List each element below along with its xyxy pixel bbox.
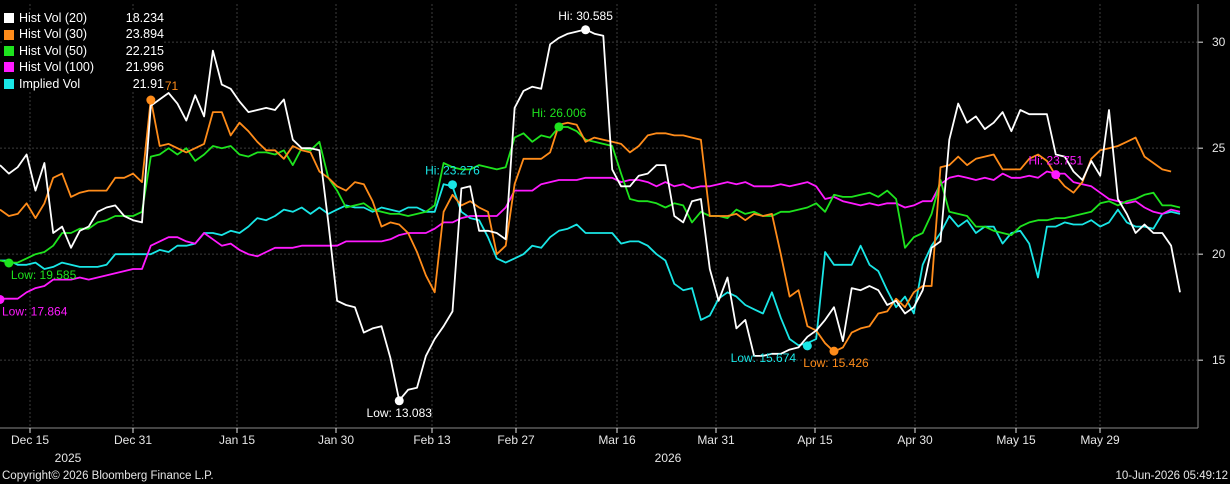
annotation-label: Low: 17.864	[2, 304, 68, 318]
legend-swatch	[4, 78, 14, 89]
x-tick-label: Feb 13	[413, 433, 451, 447]
annotation-marker	[394, 396, 404, 406]
y-tick-label: 20	[1212, 247, 1226, 261]
legend-swatch	[4, 13, 14, 24]
x-tick-label: Feb 27	[497, 433, 535, 447]
x-tick-label: Apr 30	[897, 433, 933, 447]
annotation-label: Low: 19.585	[11, 268, 77, 282]
legend-value: 18.234	[125, 11, 164, 25]
x-tick-label: May 15	[996, 433, 1036, 447]
legend-value: 21.91	[132, 76, 164, 91]
x-tick-label: Jan 30	[318, 433, 354, 447]
legend-item-implied-vol: Implied Vol 21.91	[4, 76, 164, 92]
y-tick-label: 30	[1212, 35, 1226, 49]
y-tick-label: 25	[1212, 141, 1226, 155]
series-line-hist-vol-30	[0, 98, 1172, 353]
annotation-marker	[581, 25, 591, 35]
legend-item-hist-vol-100: Hist Vol (100) 21.996	[4, 59, 164, 75]
legend-label: Hist Vol (50)	[19, 43, 88, 58]
annotation-marker	[0, 294, 5, 304]
x-tick-label: Mar 31	[697, 433, 735, 447]
legend-swatch	[4, 29, 14, 40]
legend-item-hist-vol-20: Hist Vol (20) 18.234	[4, 10, 164, 26]
series-line-implied-vol	[0, 183, 1181, 347]
annotation-marker	[447, 180, 457, 190]
series-line-hist-vol-50	[0, 126, 1181, 264]
x-tick-label: Dec 15	[11, 433, 49, 447]
x-tick-label: May 29	[1080, 433, 1120, 447]
chart-legend: Hist Vol (20) 18.234 Hist Vol (30) 23.89…	[4, 10, 164, 92]
annotation-label: Low: 13.083	[367, 406, 433, 420]
annotation-marker	[554, 122, 564, 132]
annotation-label: Hi: 23.276	[425, 164, 480, 178]
x-tick-label: Apr 15	[797, 433, 833, 447]
legend-value: 21.996	[125, 60, 164, 75]
legend-item-hist-vol-30: Hist Vol (30) 23.894	[4, 26, 164, 42]
x-tick-label: Dec 31	[114, 433, 152, 447]
series-line-hist-vol-100	[0, 170, 1181, 300]
legend-swatch	[4, 45, 14, 56]
annotation-label: Low: 15.426	[803, 356, 869, 370]
legend-item-hist-vol-50: Hist Vol (50) 22.215	[4, 43, 164, 59]
annotation-label: Low: 15.674	[731, 351, 797, 365]
annotation-label: Hi: 26.006	[532, 106, 587, 120]
copyright-text: Copyright© 2026 Bloomberg Finance L.P.	[2, 470, 214, 482]
x-tick-label: Jan 15	[219, 433, 255, 447]
legend-value: 23.894	[125, 27, 164, 42]
timestamp-text: 10-Jun-2026 05:49:12	[1115, 470, 1228, 482]
legend-label: Implied Vol	[19, 76, 81, 91]
annotation-marker	[4, 258, 14, 268]
x-year-label: 2025	[55, 451, 82, 465]
legend-swatch	[4, 62, 14, 73]
y-tick-label: 15	[1212, 353, 1226, 367]
annotation-marker	[802, 341, 812, 351]
annotation-marker	[146, 95, 156, 105]
annotation-label: Hi: 23.751	[1028, 154, 1083, 168]
annotation-label: Hi: 30.585	[558, 9, 613, 23]
legend-label: Hist Vol (100)	[19, 60, 95, 75]
annotation-marker	[1051, 170, 1061, 180]
annotation-marker	[829, 346, 839, 356]
x-tick-label: Mar 16	[598, 433, 636, 447]
legend-label: Hist Vol (30)	[19, 27, 88, 42]
legend-label: Hist Vol (20)	[19, 11, 88, 25]
series-line-hist-vol-20	[0, 28, 1181, 402]
legend-value: 22.215	[125, 43, 164, 58]
x-year-label: 2026	[655, 451, 682, 465]
